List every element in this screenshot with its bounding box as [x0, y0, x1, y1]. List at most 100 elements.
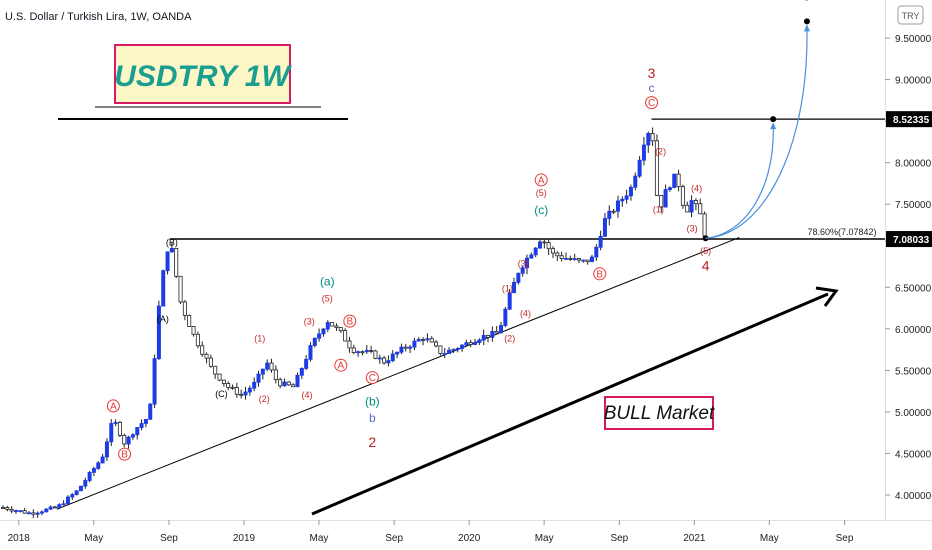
candle-up — [412, 340, 417, 348]
candle-down — [685, 204, 690, 213]
candle-up — [100, 456, 105, 464]
candle-up — [602, 218, 607, 237]
candle-down — [343, 330, 348, 342]
candle-up — [26, 512, 31, 515]
wave-label-circle — [106, 399, 120, 413]
candle-up — [156, 305, 161, 359]
candle-up — [152, 358, 157, 405]
candle-down — [187, 314, 192, 327]
candle-up — [447, 349, 452, 354]
candle-up — [44, 508, 49, 513]
wave-label: (2) — [655, 146, 666, 156]
bull-trend-arrow — [311, 286, 839, 516]
candle-down — [22, 510, 27, 514]
candle-up — [451, 348, 456, 351]
candle-up — [667, 187, 672, 190]
y-tick-label: 6.50000 — [895, 283, 932, 294]
candle-up — [91, 468, 96, 473]
wave-label-circle — [593, 267, 607, 281]
projection-arrows — [705, 24, 810, 239]
candle-down — [178, 275, 183, 303]
wave-label: 3 — [648, 65, 656, 81]
candle-down — [230, 386, 235, 389]
fib-retracement-label: 78.60%(7.07842) — [807, 227, 876, 237]
wave-label: c — [649, 81, 655, 95]
candle-up — [442, 353, 447, 355]
candle-down — [654, 140, 659, 196]
candle-up — [304, 358, 309, 369]
candle-down — [291, 384, 296, 388]
candle-down — [234, 387, 239, 395]
projection-curve — [705, 27, 808, 239]
candle-up — [525, 257, 530, 269]
candle-up — [615, 200, 620, 212]
y-tick-label: 5.00000 — [895, 408, 932, 419]
candle-up — [308, 345, 313, 360]
candle-down — [382, 357, 387, 364]
candle-down — [611, 210, 616, 213]
wave-label: 2 — [368, 434, 376, 450]
candle-up — [65, 496, 70, 505]
currency-button[interactable]: TRY — [897, 5, 924, 25]
y-tick-label: 6.00000 — [895, 325, 932, 336]
candle-down — [213, 365, 218, 375]
wave-label: A — [110, 401, 117, 412]
candle-up — [57, 504, 62, 509]
y-tick-label: 8.00000 — [895, 159, 932, 170]
candle-up — [247, 387, 252, 393]
wave-label: (3) — [518, 259, 529, 269]
candle-up — [126, 436, 131, 445]
candle-up — [490, 331, 495, 338]
candle-down — [693, 200, 698, 205]
candle-down — [568, 258, 573, 260]
x-tick-label: Sep — [836, 533, 854, 544]
candle-down — [585, 259, 590, 263]
candle-up — [130, 434, 135, 438]
candle-up — [408, 346, 413, 349]
candle-up — [563, 258, 568, 260]
candle-up — [512, 282, 517, 294]
price-tag-label: 7.08033 — [893, 235, 930, 246]
candle-up — [481, 334, 486, 341]
candle-up — [386, 360, 391, 364]
x-tick-label: May — [760, 533, 779, 544]
candle-up — [689, 200, 694, 213]
candle-up — [637, 159, 642, 177]
candle-down — [347, 340, 352, 349]
candle-up — [148, 403, 153, 420]
projection-arrowhead — [770, 122, 777, 130]
projection-curve — [705, 125, 774, 239]
candle-down — [286, 381, 291, 386]
candle-up — [395, 351, 400, 355]
candle-down — [191, 326, 196, 335]
candle-down — [555, 252, 560, 257]
price-axis: 9.500009.000008.500008.000007.500007.054… — [885, 34, 932, 502]
candle-up — [464, 342, 469, 346]
x-tick-label: Sep — [610, 533, 628, 544]
candle-down — [117, 421, 122, 436]
candle-up — [503, 308, 508, 326]
candle-down — [680, 186, 685, 206]
candle-down — [5, 507, 10, 510]
candle-down — [182, 301, 187, 316]
candle-up — [620, 198, 625, 202]
time-axis: 2018 May Sep 2019 May Sep 2020 May Sep 2021 May Sep — [8, 520, 854, 544]
title-box: USDTRY 1W — [114, 44, 292, 104]
candle-up — [96, 462, 101, 469]
candle-up — [598, 235, 603, 248]
projection-arrowhead — [803, 24, 810, 32]
candle-down — [9, 508, 14, 512]
wave-label: B — [121, 450, 128, 461]
candle-down — [273, 369, 278, 381]
wave-label: (1) — [653, 204, 664, 214]
candle-down — [676, 173, 681, 187]
candle-down — [542, 241, 547, 244]
candle-down — [174, 248, 179, 277]
candle-down — [351, 347, 356, 354]
candle-down — [494, 331, 499, 334]
candle-down — [226, 383, 231, 388]
candle-up — [572, 258, 577, 260]
candle-up — [633, 175, 638, 188]
candle-up — [135, 427, 140, 436]
